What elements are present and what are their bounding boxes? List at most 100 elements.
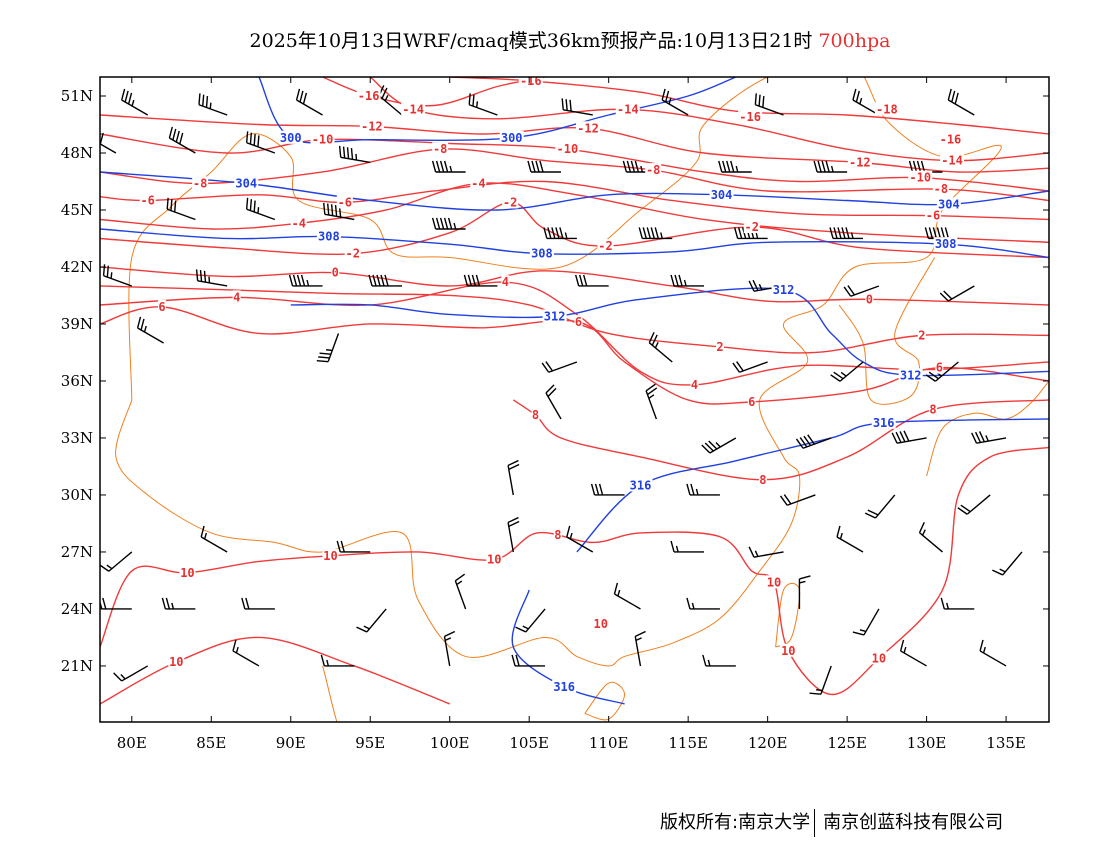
wind-barb: [971, 431, 1007, 444]
temperature-label: -6: [926, 209, 940, 223]
temperature-label: 4: [233, 290, 240, 304]
wind-barb: [463, 274, 498, 287]
temperature-contours: [100, 77, 1049, 705]
wind-barb: [241, 597, 275, 610]
temperature-label-bg: [865, 292, 874, 306]
wind-barb: [813, 160, 848, 173]
temperature-label: -6: [338, 195, 352, 209]
height-label-bg: [529, 246, 554, 260]
wind-barb: [316, 333, 340, 363]
temperature-label-bg: [531, 408, 540, 422]
temperature-label: 10: [781, 644, 795, 658]
map-title: 2025年10月13日WRF/cmaq模式36km预报产品:10月13日21时 …: [0, 26, 1100, 53]
temperature-label: -16: [739, 110, 761, 124]
temperature-label: 2: [918, 328, 925, 342]
wind-barb: [431, 217, 466, 230]
wind-barb: [336, 540, 371, 553]
wind-barb: [527, 160, 561, 173]
lat-tick-label: 24N: [61, 600, 93, 618]
border-line: [584, 681, 626, 721]
title-pressure-level: 700hpa: [818, 30, 891, 52]
country-borders: [115, 77, 1049, 722]
temperature-label: -8: [193, 176, 207, 190]
height-label: 312: [900, 368, 922, 382]
wind-barb: [338, 145, 371, 164]
temperature-label: -8: [934, 182, 948, 196]
temperature-label: -2: [745, 220, 759, 234]
wind-barb: [864, 494, 896, 519]
wind-barb: [295, 88, 323, 116]
temperature-contour: [100, 201, 1049, 259]
temperature-label-bg: [765, 575, 782, 589]
wind-barb: [245, 131, 276, 154]
height-label-bg: [552, 679, 577, 693]
wind-barb: [732, 361, 768, 373]
temperature-contour: [100, 306, 1049, 405]
wind-barb: [368, 274, 403, 287]
border-line: [322, 665, 338, 722]
lat-tick-label: 42N: [61, 258, 93, 276]
height-label: 304: [711, 188, 733, 202]
wind-barb: [113, 665, 149, 682]
temperature-contour: [100, 182, 1049, 243]
temperature-label-bg: [356, 88, 381, 102]
temperature-label-bg: [847, 155, 872, 169]
wind-barb: [121, 88, 149, 116]
height-label-bg: [771, 282, 796, 296]
temperature-label: -18: [876, 102, 898, 116]
wind-barb: [836, 525, 864, 553]
height-contour: [100, 228, 1049, 259]
wind-barb: [648, 332, 673, 363]
lat-tick-label: 45N: [61, 201, 93, 219]
temperature-contour: [100, 180, 1049, 221]
temperature-label: 6: [748, 395, 755, 409]
temperature-label: -14: [402, 102, 424, 116]
temperature-label: 10: [323, 549, 337, 563]
temperature-label-bg: [908, 170, 933, 184]
temperature-label-bg: [518, 77, 543, 87]
temperature-label-bg: [168, 655, 185, 669]
temperature-label-bg: [597, 239, 614, 253]
wind-barbs: [100, 85, 1023, 695]
temperature-label-bg: [874, 102, 899, 116]
temperature-label: -10: [312, 133, 334, 147]
wind-barb: [198, 93, 228, 116]
copyright-left: 版权所有:南京大学: [660, 812, 811, 833]
temperature-label-bg: [553, 527, 562, 541]
temperature-label: 6: [575, 315, 582, 329]
temperature-label-bg: [486, 552, 503, 566]
temperature-label: -4: [471, 176, 485, 190]
lon-tick-label: 120E: [748, 734, 788, 752]
wind-barb: [454, 573, 467, 610]
lon-tick-label: 85E: [196, 734, 226, 752]
temperature-contour: [100, 148, 1049, 202]
wind-barb: [852, 88, 880, 116]
height-label-bg: [709, 187, 734, 201]
lon-tick-label: 130E: [907, 734, 947, 752]
temperature-label-bg: [322, 548, 339, 562]
wind-barb: [507, 516, 520, 553]
wind-barb: [200, 525, 228, 553]
temperature-label-bg: [576, 121, 601, 135]
height-label-bg: [936, 197, 961, 211]
temperature-label-bg: [232, 290, 241, 304]
wind-barb: [718, 160, 752, 173]
wind-barb: [686, 483, 720, 496]
temperature-label-bg: [344, 246, 361, 260]
wind-barb: [356, 608, 387, 633]
temperature-label-bg: [555, 142, 580, 156]
height-contour: [100, 171, 1049, 211]
title-main: 2025年10月13日WRF/cmaq模式36km预报产品:10月13日21时: [249, 30, 819, 52]
wind-barb: [590, 483, 625, 496]
wind-barb: [245, 197, 276, 221]
wind-barb: [701, 437, 737, 454]
axes: 80E 85E 90E 95E 100E 105E 110E 115E 120E 125E 130E…: [61, 77, 1049, 752]
wind-barb: [515, 608, 546, 633]
temperature-contour: [512, 399, 1049, 481]
temperature-label-bg: [574, 315, 583, 329]
lat-tick-label: 27N: [61, 543, 93, 561]
height-label: 308: [935, 237, 957, 251]
temperature-label: -2: [346, 247, 360, 261]
wind-barb: [748, 279, 784, 292]
